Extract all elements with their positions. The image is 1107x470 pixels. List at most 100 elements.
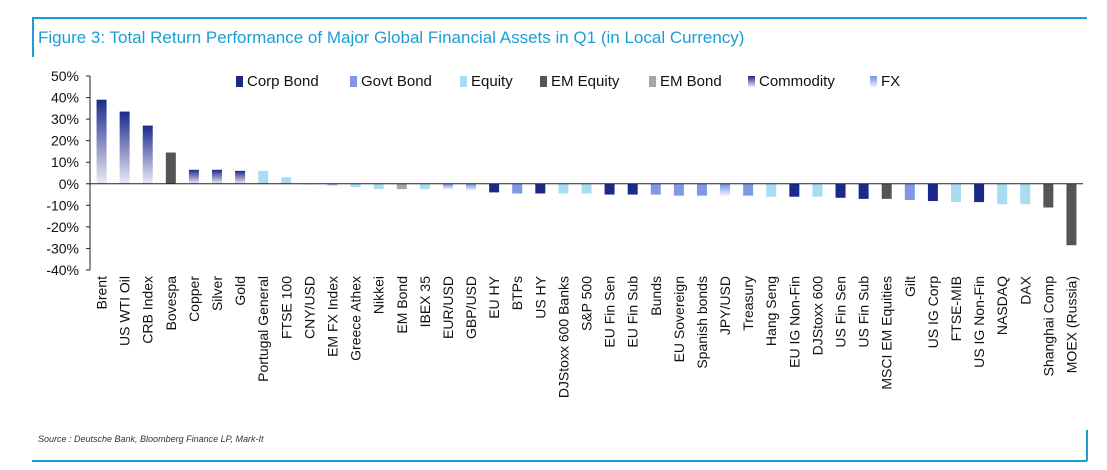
bar-us-fin-sen [835, 183, 846, 198]
bar-greece-athex [350, 183, 361, 188]
y-tick-label: -40% [46, 262, 79, 278]
x-tick-label: IBEX 35 [417, 276, 433, 328]
x-tick-label: S&P 500 [579, 276, 595, 331]
bar-dax [1020, 183, 1031, 205]
x-tick-label: Bovespa [163, 276, 179, 331]
frame-bottom-rule [32, 460, 1087, 462]
bar-us-fin-sub [858, 183, 869, 199]
bar-eu-sovereign [673, 183, 684, 196]
bar-spanish-bonds [696, 183, 707, 196]
bar-ftse-100 [281, 177, 292, 184]
x-tick-label: EU IG Non-Fin [786, 276, 802, 368]
bar-eu-fin-sen [604, 183, 615, 195]
x-tick-label: FTSE 100 [278, 276, 294, 339]
bar-em-bond [396, 183, 407, 190]
bar-us-ig-corp [927, 183, 938, 202]
legend-label-commodity: Commodity [759, 73, 835, 90]
x-tick-label: DAX [1017, 275, 1033, 304]
bar-us-hy [535, 183, 546, 194]
bar-btps [512, 183, 523, 194]
legend-label-govt-bond: Govt Bond [361, 73, 432, 90]
bar-moex-russia [1066, 183, 1077, 246]
bar-portugal-general [258, 170, 269, 184]
y-tick-label: -30% [46, 240, 79, 256]
x-tick-label: Gilt [902, 276, 918, 297]
bar-copper [188, 169, 199, 184]
x-tick-label: DJStoxx 600 [809, 276, 825, 356]
legend-swatch-commodity [748, 76, 755, 87]
x-tick-label: MOEX (Russia) [1063, 276, 1079, 373]
bar-nikkei [373, 183, 384, 190]
x-tick-label: US IG Non-Fin [971, 276, 987, 368]
x-tick-label: FTSE-MIB [948, 276, 964, 341]
x-tick-label: US HY [532, 275, 548, 318]
bar-bovespa [165, 152, 176, 184]
x-tick-label: US Fin Sen [833, 276, 849, 348]
x-tick-label: EU Sovereign [671, 276, 687, 362]
x-tick-label: EU HY [486, 275, 502, 318]
x-tick-label: GBP/USD [463, 276, 479, 339]
x-tick-label: Greece Athex [348, 276, 364, 361]
x-tick-label: EU Fin Sub [625, 276, 641, 348]
bar-ibex-35 [419, 183, 430, 190]
legend-swatch-em-equity [540, 76, 547, 87]
legend-swatch-em-bond [649, 76, 656, 87]
legend-label-equity: Equity [471, 73, 513, 90]
bar-gold [235, 170, 246, 184]
legend-label-em-equity: EM Equity [551, 73, 620, 90]
y-tick-label: 20% [51, 133, 79, 149]
y-tick-label: -10% [46, 197, 79, 213]
x-tick-label: Treasury [740, 276, 756, 331]
x-tick-label: NASDAQ [994, 276, 1010, 335]
x-tick-label: EM Bond [394, 276, 410, 334]
bar-gilt [904, 183, 915, 200]
bar-us-wti-oil [119, 111, 130, 184]
frame-left-rule [32, 17, 34, 57]
y-tick-label: 0% [59, 176, 79, 192]
legend-swatch-fx [870, 76, 877, 87]
bar-nasdaq [997, 183, 1008, 205]
bar-eu-fin-sub [627, 183, 638, 195]
bar-jpy-usd [720, 183, 731, 196]
y-tick-label: -20% [46, 219, 79, 235]
bar-em-fx-index [327, 183, 338, 186]
legend-swatch-equity [460, 76, 467, 87]
bar-djstoxx-600-banks [558, 183, 569, 194]
x-tick-label: Gold [232, 276, 248, 306]
x-tick-label: EUR/USD [440, 276, 456, 339]
legend-label-em-bond: EM Bond [660, 73, 722, 90]
bar-s-p-500 [581, 183, 592, 194]
legend-swatch-corp-bond [236, 76, 243, 87]
y-tick-label: 50% [51, 68, 79, 84]
y-tick-label: 10% [51, 154, 79, 170]
x-tick-label: CNY/USD [301, 276, 317, 339]
x-tick-label: EM FX Index [324, 276, 340, 357]
y-tick-label: 30% [51, 111, 79, 127]
chart-title: Figure 3: Total Return Performance of Ma… [38, 28, 745, 47]
legend-label-fx: FX [881, 73, 900, 90]
bar-us-ig-non-fin [974, 183, 985, 203]
x-tick-label: MSCI EM Equities [879, 276, 895, 390]
x-tick-label: JPY/USD [717, 276, 733, 335]
x-tick-label: US WTI Oil [117, 276, 133, 346]
bar-hang-seng [766, 183, 777, 197]
legend-label-corp-bond: Corp Bond [247, 73, 319, 90]
frame-top-rule [32, 17, 1087, 19]
bar-eu-ig-non-fin [789, 183, 800, 197]
x-tick-label: Hang Seng [763, 276, 779, 346]
x-tick-label: US Fin Sub [856, 276, 872, 348]
x-tick-label: US IG Corp [925, 276, 941, 349]
x-tick-label: Silver [209, 276, 225, 311]
bar-djstoxx-600 [812, 183, 823, 197]
x-tick-label: Shanghai Comp [1040, 276, 1056, 377]
frame-right-rule [1086, 430, 1088, 461]
x-tick-label: Bunds [648, 276, 664, 316]
bar-gbp-usd [466, 183, 477, 191]
x-tick-label: CRB Index [140, 276, 156, 344]
bar-shanghai-comp [1043, 183, 1054, 208]
bar-eur-usd [442, 183, 453, 190]
x-tick-label: BTPs [509, 276, 525, 310]
x-tick-label: Copper [186, 276, 202, 322]
x-tick-label: Nikkei [371, 276, 387, 314]
